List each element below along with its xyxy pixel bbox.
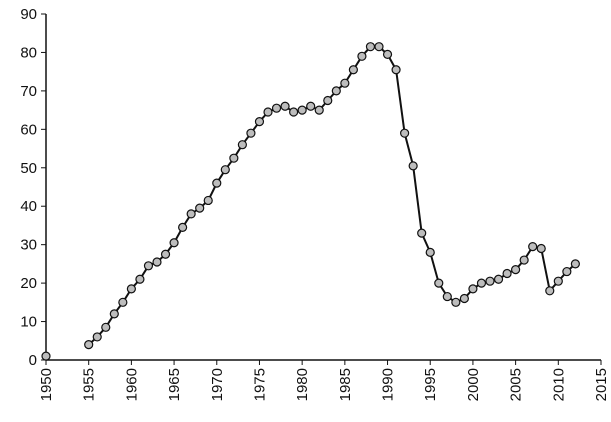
data-point	[135, 274, 145, 284]
data-point	[92, 332, 102, 342]
x-tick-label: 1965	[166, 368, 183, 401]
data-point	[178, 222, 188, 232]
data-point	[331, 86, 341, 96]
data-point	[536, 243, 546, 254]
data-point	[408, 161, 418, 171]
data-point	[545, 286, 555, 296]
data-point	[365, 42, 376, 52]
data-point	[109, 309, 119, 319]
data-point	[203, 195, 213, 206]
x-tick-label: 1970	[209, 368, 226, 401]
data-point	[442, 291, 452, 302]
data-point	[101, 322, 111, 332]
data-point	[118, 297, 128, 307]
data-point	[169, 238, 179, 248]
data-point	[459, 293, 469, 304]
y-tick-label: 10	[20, 314, 37, 331]
y-tick-label: 30	[20, 237, 37, 254]
data-point	[528, 241, 538, 252]
y-tick-label: 50	[20, 160, 37, 177]
data-point	[289, 107, 299, 117]
x-tick-label: 1995	[422, 368, 439, 401]
data-point	[84, 340, 94, 350]
x-tick-label: 1975	[251, 368, 268, 401]
data-point	[254, 117, 265, 127]
data-point	[271, 103, 282, 113]
x-tick-label: 1950	[38, 368, 55, 401]
data-point	[357, 51, 367, 61]
data-point	[306, 101, 316, 111]
data-point	[126, 284, 136, 294]
x-tick-label: 2010	[550, 368, 567, 401]
data-point	[297, 105, 307, 115]
data-point	[323, 95, 333, 106]
x-tick-label: 1980	[294, 368, 311, 401]
data-point	[382, 49, 393, 59]
x-tick-label: 1960	[123, 368, 140, 401]
y-tick-label: 70	[20, 83, 37, 100]
y-tick-label: 0	[29, 352, 37, 369]
data-point	[246, 128, 256, 138]
data-point	[502, 268, 512, 279]
data-point	[570, 259, 580, 269]
data-point	[41, 351, 51, 361]
data-point	[553, 276, 563, 286]
data-point	[186, 209, 196, 219]
x-tick-label: 2000	[465, 368, 482, 401]
data-point	[160, 249, 171, 259]
data-point	[237, 140, 247, 150]
x-tick-label: 1985	[337, 368, 354, 401]
data-point	[562, 266, 572, 277]
y-tick-label: 80	[20, 44, 37, 61]
y-tick-label: 20	[20, 275, 37, 292]
data-point	[314, 105, 324, 115]
data-point	[425, 247, 435, 257]
data-point	[152, 257, 162, 267]
data-point	[468, 284, 478, 294]
y-tick-label: 60	[20, 121, 37, 138]
data-point	[220, 165, 230, 175]
data-point	[340, 78, 350, 88]
data-point	[400, 128, 410, 138]
data-point	[451, 297, 461, 307]
data-point	[417, 228, 427, 238]
data-point	[476, 278, 487, 288]
x-tick-label: 1955	[81, 368, 98, 401]
x-tick-label: 2005	[508, 368, 525, 401]
data-point	[391, 65, 401, 75]
data-point	[493, 274, 504, 284]
data-point	[280, 101, 290, 111]
data-point	[229, 153, 239, 163]
data-point	[348, 65, 358, 75]
y-tick-label: 40	[20, 198, 37, 215]
data-point	[212, 178, 222, 188]
y-tick-label: 90	[20, 6, 37, 23]
data-point	[374, 42, 384, 52]
x-tick-label: 2015	[593, 368, 610, 401]
data-point	[195, 203, 205, 213]
data-point	[434, 278, 444, 288]
data-point	[263, 107, 273, 117]
data-point	[511, 265, 521, 275]
x-tick-label: 1990	[380, 368, 397, 401]
data-point	[519, 255, 529, 265]
data-point	[485, 276, 495, 286]
data-point	[143, 261, 154, 271]
